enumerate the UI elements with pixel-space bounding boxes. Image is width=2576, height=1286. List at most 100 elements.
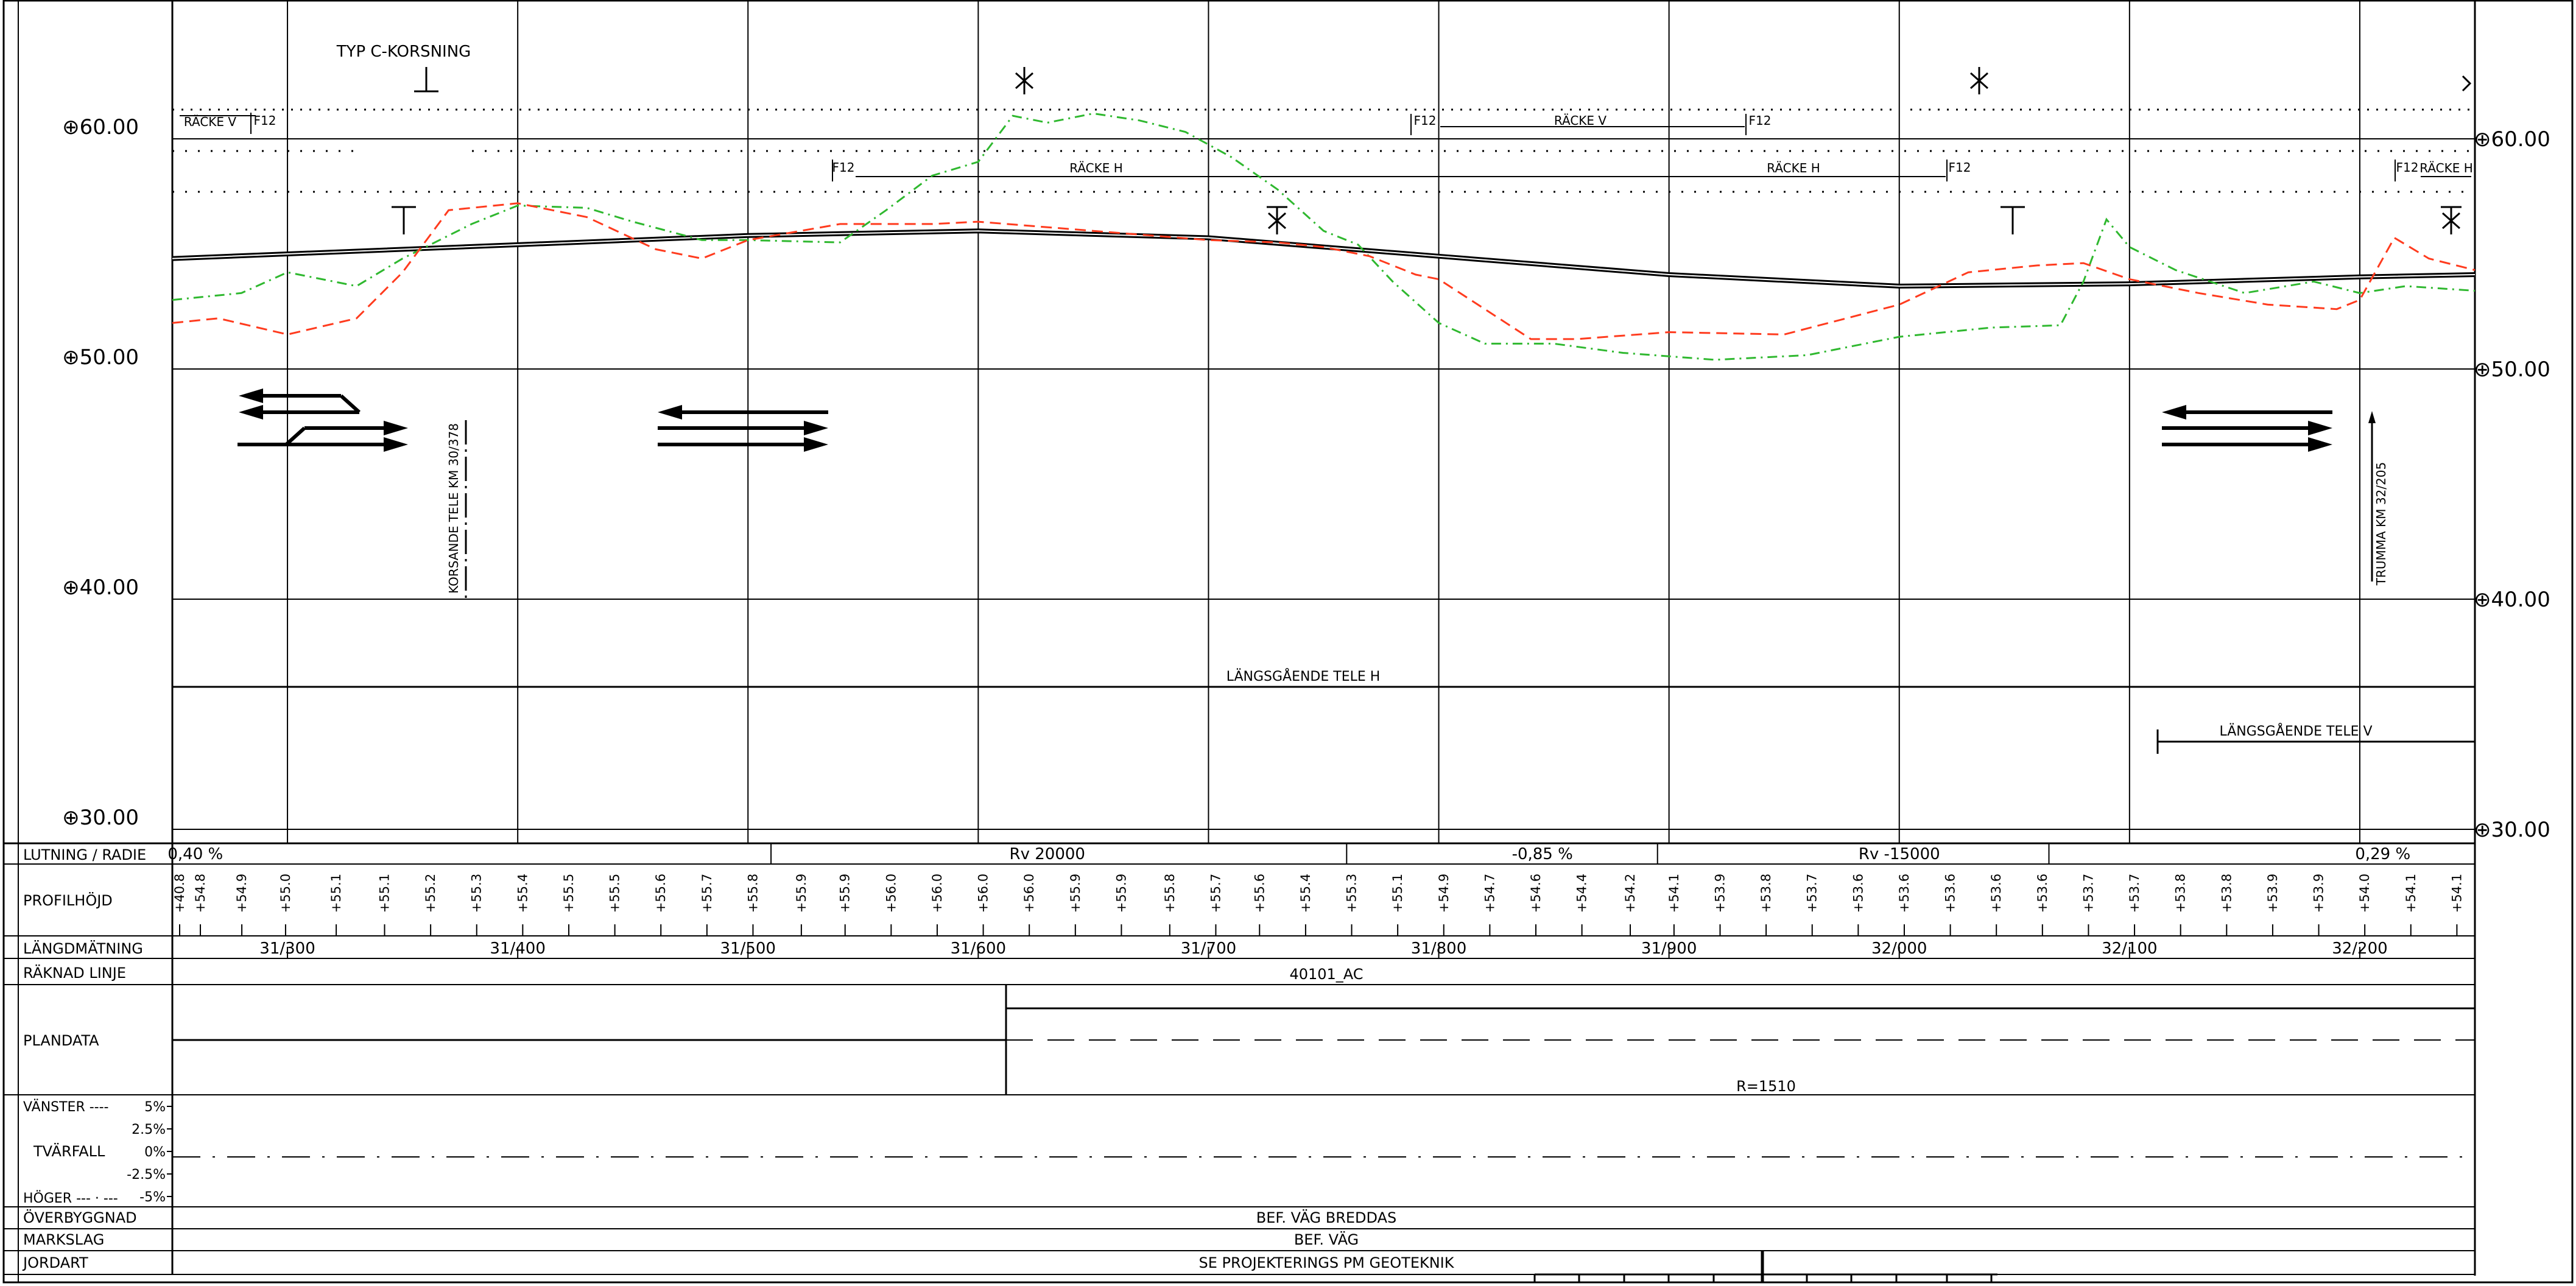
station-label: 31/300 bbox=[259, 940, 315, 958]
lutning-value: 0,29 % bbox=[2355, 845, 2410, 863]
band-label-langdmatning: LÄNGDMÄTNING bbox=[23, 940, 143, 957]
profilhojd-value: +55.3 bbox=[1345, 874, 1359, 913]
station-label: 31/400 bbox=[490, 940, 545, 958]
profilhojd-value: +55.9 bbox=[1068, 874, 1083, 913]
profilhojd-value: +55.5 bbox=[608, 874, 622, 913]
bands-table bbox=[4, 842, 2475, 1275]
profilhojd-value: +53.6 bbox=[1897, 874, 1912, 913]
band-label-overbyggnad: ÖVERBYGGNAD bbox=[23, 1209, 137, 1226]
profilhojd-value: +55.6 bbox=[653, 874, 668, 913]
tele-h-label: LÄNGSGÅENDE TELE H bbox=[1226, 668, 1381, 684]
profilhojd-value: +54.2 bbox=[1623, 874, 1638, 913]
barrier-racke-v-1: RÄCKE V bbox=[180, 114, 256, 129]
tvarfall-scale-minus-5: -5% bbox=[139, 1190, 166, 1205]
profilhojd-value: +53.9 bbox=[1712, 874, 1727, 913]
barrier-f12-2: F12 bbox=[832, 160, 854, 181]
profilhojd-value: +55.4 bbox=[515, 874, 530, 913]
profilhojd-value: +56.0 bbox=[1022, 874, 1036, 913]
profilhojd-value: +55.1 bbox=[378, 874, 392, 913]
barrier-f12-6: F12 bbox=[2395, 160, 2418, 181]
barrier-label: RÄCKE V bbox=[184, 114, 236, 129]
barrier-f12-label: F12 bbox=[2396, 160, 2419, 175]
band-label-markslag: MARKSLAG bbox=[23, 1231, 104, 1248]
barrier-racke-h-2: RÄCKE H bbox=[1334, 161, 1946, 177]
edge-chevron-symbol bbox=[2462, 75, 2472, 92]
barrier-f12-5: F12 bbox=[1946, 160, 1971, 181]
profile-grid bbox=[172, 1, 2475, 843]
elevation-labels: ⊕60.00 ⊕60.00 ⊕50.00 ⊕50.00 ⊕40.00 ⊕40.00 ⊕30.… bbox=[62, 115, 2550, 842]
barrier-racke-h-1: RÄCKE H bbox=[856, 161, 1334, 177]
barrier-f12-label: F12 bbox=[254, 113, 276, 128]
profilhojd-value: +53.6 bbox=[1989, 874, 2004, 913]
barrier-f12-1: F12 bbox=[250, 113, 276, 134]
t-junction-lower-left bbox=[392, 206, 416, 234]
tvarfall-scale-5: 5% bbox=[144, 1100, 166, 1115]
x-junction-symbol-1 bbox=[1015, 67, 1033, 94]
profilhojd-value: +54.1 bbox=[1667, 874, 1681, 913]
lane-arrows-right bbox=[2162, 405, 2332, 452]
tvarfall-scale-2-5: 2.5% bbox=[132, 1122, 166, 1137]
barrier-f12-label: F12 bbox=[1949, 160, 1971, 175]
junction-type-label: TYP C-KORSNING bbox=[336, 43, 471, 61]
markslag-value: BEF. VÄG bbox=[1294, 1231, 1359, 1248]
title-block-stubs bbox=[1533, 1251, 1997, 1282]
barrier-f12-3: F12 bbox=[1410, 113, 1436, 135]
profilhojd-value: +55.4 bbox=[1298, 874, 1313, 913]
jordart-value: SE PROJEKTERINGS PM GEOTEKNIK bbox=[1199, 1254, 1455, 1271]
profilhojd-value: +40.8 bbox=[172, 874, 187, 913]
t-junction-symbol bbox=[414, 67, 438, 93]
lutning-value: 0,40 % bbox=[167, 845, 223, 863]
profilhojd-value: +54.9 bbox=[234, 874, 249, 913]
profilhojd-value: +54.9 bbox=[1437, 874, 1451, 913]
elevation-label-right: ⊕30.00 bbox=[2474, 818, 2550, 842]
profilhojd-value: +55.5 bbox=[561, 874, 576, 913]
elevation-label-left: ⊕40.00 bbox=[62, 575, 139, 600]
barrier-label: RÄCKE H bbox=[1069, 161, 1123, 175]
x-junction-symbol-4 bbox=[2441, 206, 2462, 234]
profilhojd-value: +53.8 bbox=[1759, 874, 1773, 913]
elevation-label-right: ⊕40.00 bbox=[2474, 588, 2550, 612]
profilhojd-value: +53.8 bbox=[2173, 874, 2188, 913]
profilhojd-value: +54.0 bbox=[2357, 874, 2372, 913]
x-junction-symbol-2 bbox=[1970, 67, 1988, 94]
profilhojd-value: +54.1 bbox=[2449, 874, 2464, 913]
profilhojd-value: +53.8 bbox=[2219, 874, 2234, 913]
profilhojd-value: +55.1 bbox=[1390, 874, 1405, 913]
profilhojd-value: +54.8 bbox=[193, 874, 208, 913]
profilhojd-value: +53.7 bbox=[2127, 874, 2142, 913]
profilhojd-value: +53.7 bbox=[2081, 874, 2096, 913]
profilhojd-value: +54.4 bbox=[1575, 874, 1589, 913]
profilhojd-value: +56.0 bbox=[976, 874, 991, 913]
elevation-label-left: ⊕30.00 bbox=[62, 806, 139, 830]
raknad-linje-value: 40101_AC bbox=[1289, 966, 1363, 983]
profilhojd-value: +55.6 bbox=[1252, 874, 1267, 913]
profilhojd-band: +40.8 +54.8 +54.9 +55.0 +55.1 +55.1 +55.2 +55.3… bbox=[172, 874, 2464, 936]
profile-lines bbox=[172, 112, 2476, 361]
lutning-value: Rv 20000 bbox=[1010, 845, 1085, 863]
barrier-racke-v-2: RÄCKE V bbox=[1440, 113, 1745, 128]
profilhojd-value: +55.1 bbox=[329, 874, 343, 913]
station-label: 32/000 bbox=[1871, 940, 1927, 958]
culvert-marker: TRUMMA KM 32/205 bbox=[2368, 411, 2388, 586]
profilhojd-value: +55.9 bbox=[1114, 874, 1128, 913]
profile-series-1 bbox=[172, 112, 2476, 361]
band-label-lutning: LUTNING / RADIE bbox=[23, 846, 146, 863]
profilhojd-value: +55.7 bbox=[700, 874, 714, 913]
t-junction-lower-right bbox=[2001, 206, 2025, 234]
barrier-label: RÄCKE V bbox=[1554, 113, 1606, 128]
profilhojd-value: +53.6 bbox=[1943, 874, 1958, 913]
x-junction-symbol-3 bbox=[1267, 206, 1287, 234]
band-label-vanster: VÄNSTER ---- bbox=[23, 1099, 109, 1115]
profilhojd-value: +53.6 bbox=[1851, 874, 1865, 913]
profilhojd-value: +54.7 bbox=[1482, 874, 1497, 913]
elevation-label-left: ⊕60.00 bbox=[62, 115, 139, 139]
profilhojd-value: +53.9 bbox=[2312, 874, 2326, 913]
profilhojd-value: +54.1 bbox=[2404, 874, 2418, 913]
elevation-label-right: ⊕60.00 bbox=[2474, 127, 2550, 152]
lutning-value: -0,85 % bbox=[1512, 845, 1573, 863]
station-label: 31/900 bbox=[1641, 940, 1697, 958]
band-label-plandata: PLANDATA bbox=[23, 1032, 99, 1049]
band-label-profilhojd: PROFILHÖJD bbox=[23, 891, 113, 909]
profilhojd-value: +55.7 bbox=[1208, 874, 1223, 913]
